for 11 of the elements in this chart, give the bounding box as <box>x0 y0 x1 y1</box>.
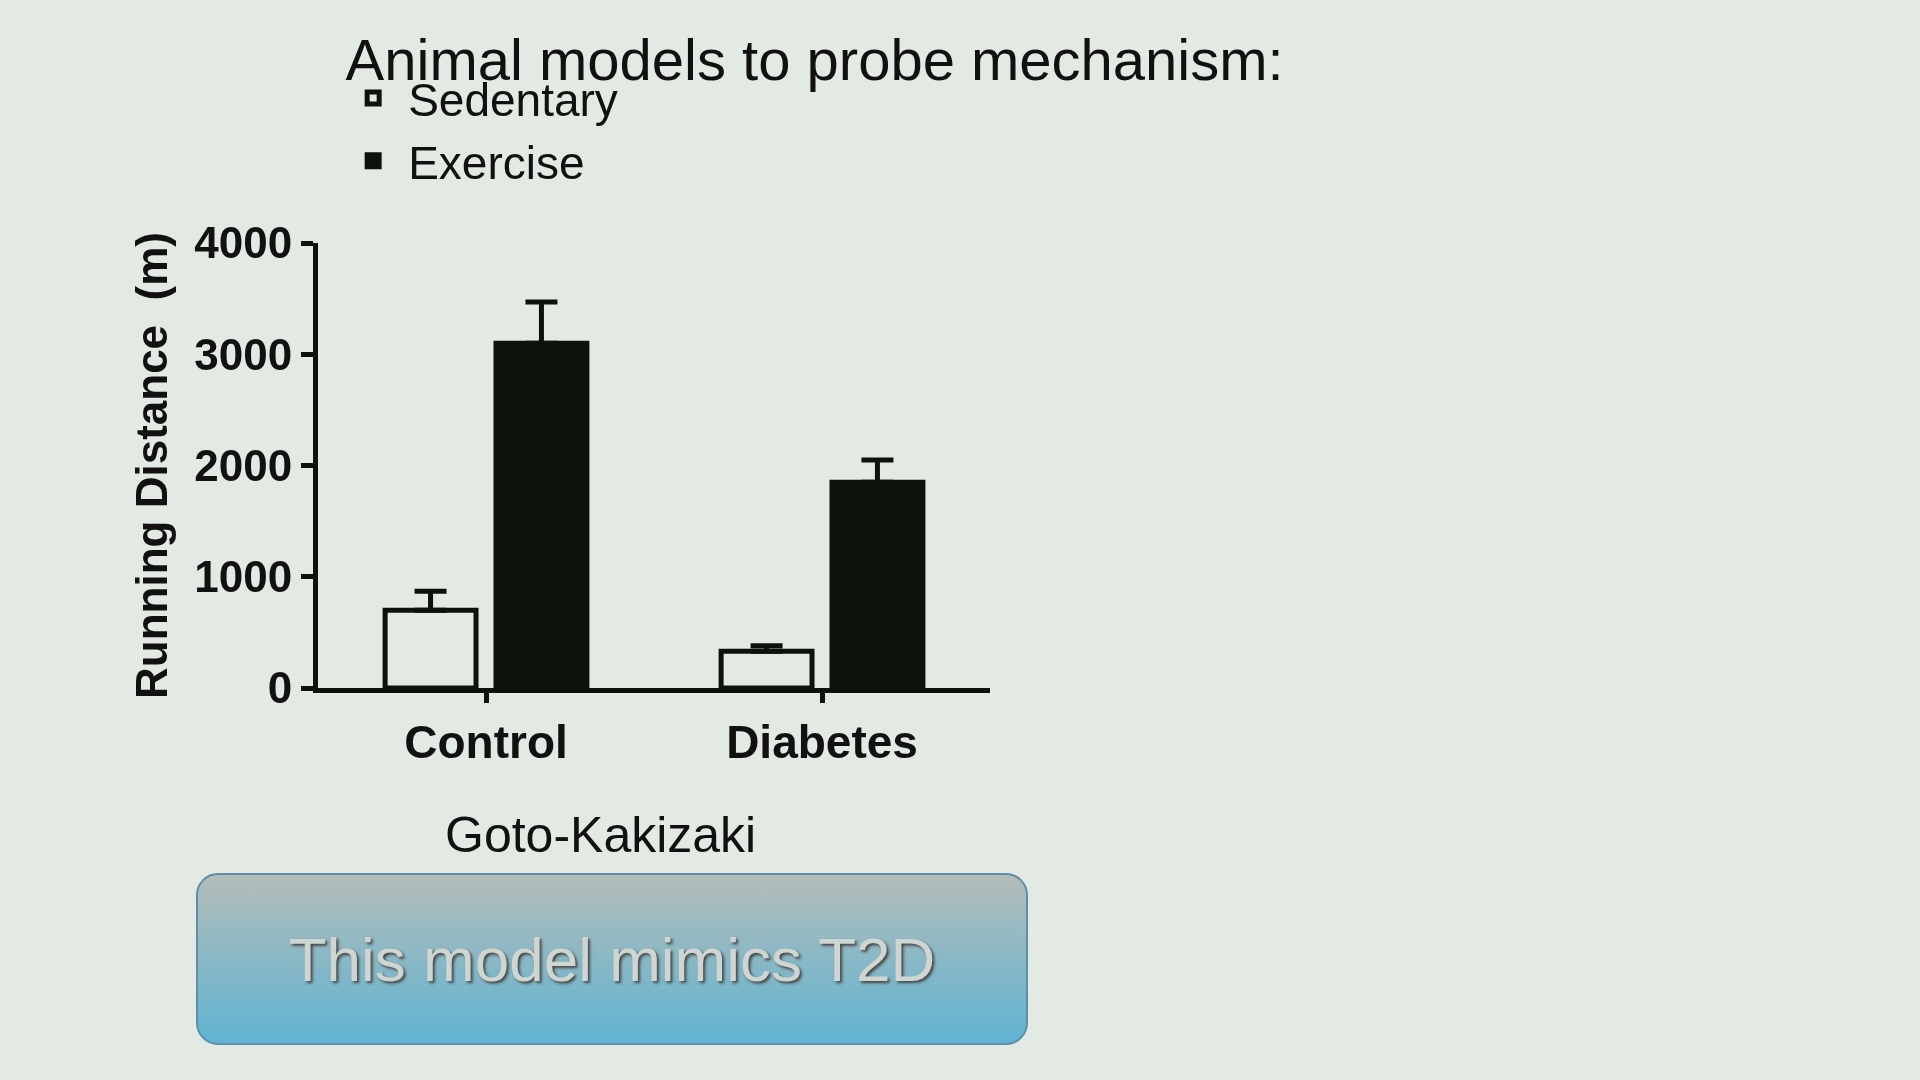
y-tick-label: 1000 <box>194 552 293 602</box>
y-tick-label: 4000 <box>194 218 293 268</box>
x-tick-label: Control <box>404 716 568 769</box>
y-tick-label: 0 <box>267 663 293 713</box>
callout-box: This model mimics T2D <box>196 873 1028 1045</box>
y-axis-title: Running Distance (m) <box>127 232 177 699</box>
legend-label: Exercise <box>408 136 585 189</box>
y-tick-label: 3000 <box>194 329 293 379</box>
y-tick-label: 2000 <box>194 440 293 490</box>
text: Goto-Kakizaki <box>445 807 757 863</box>
x-tick-label: Diabetes <box>726 716 918 769</box>
